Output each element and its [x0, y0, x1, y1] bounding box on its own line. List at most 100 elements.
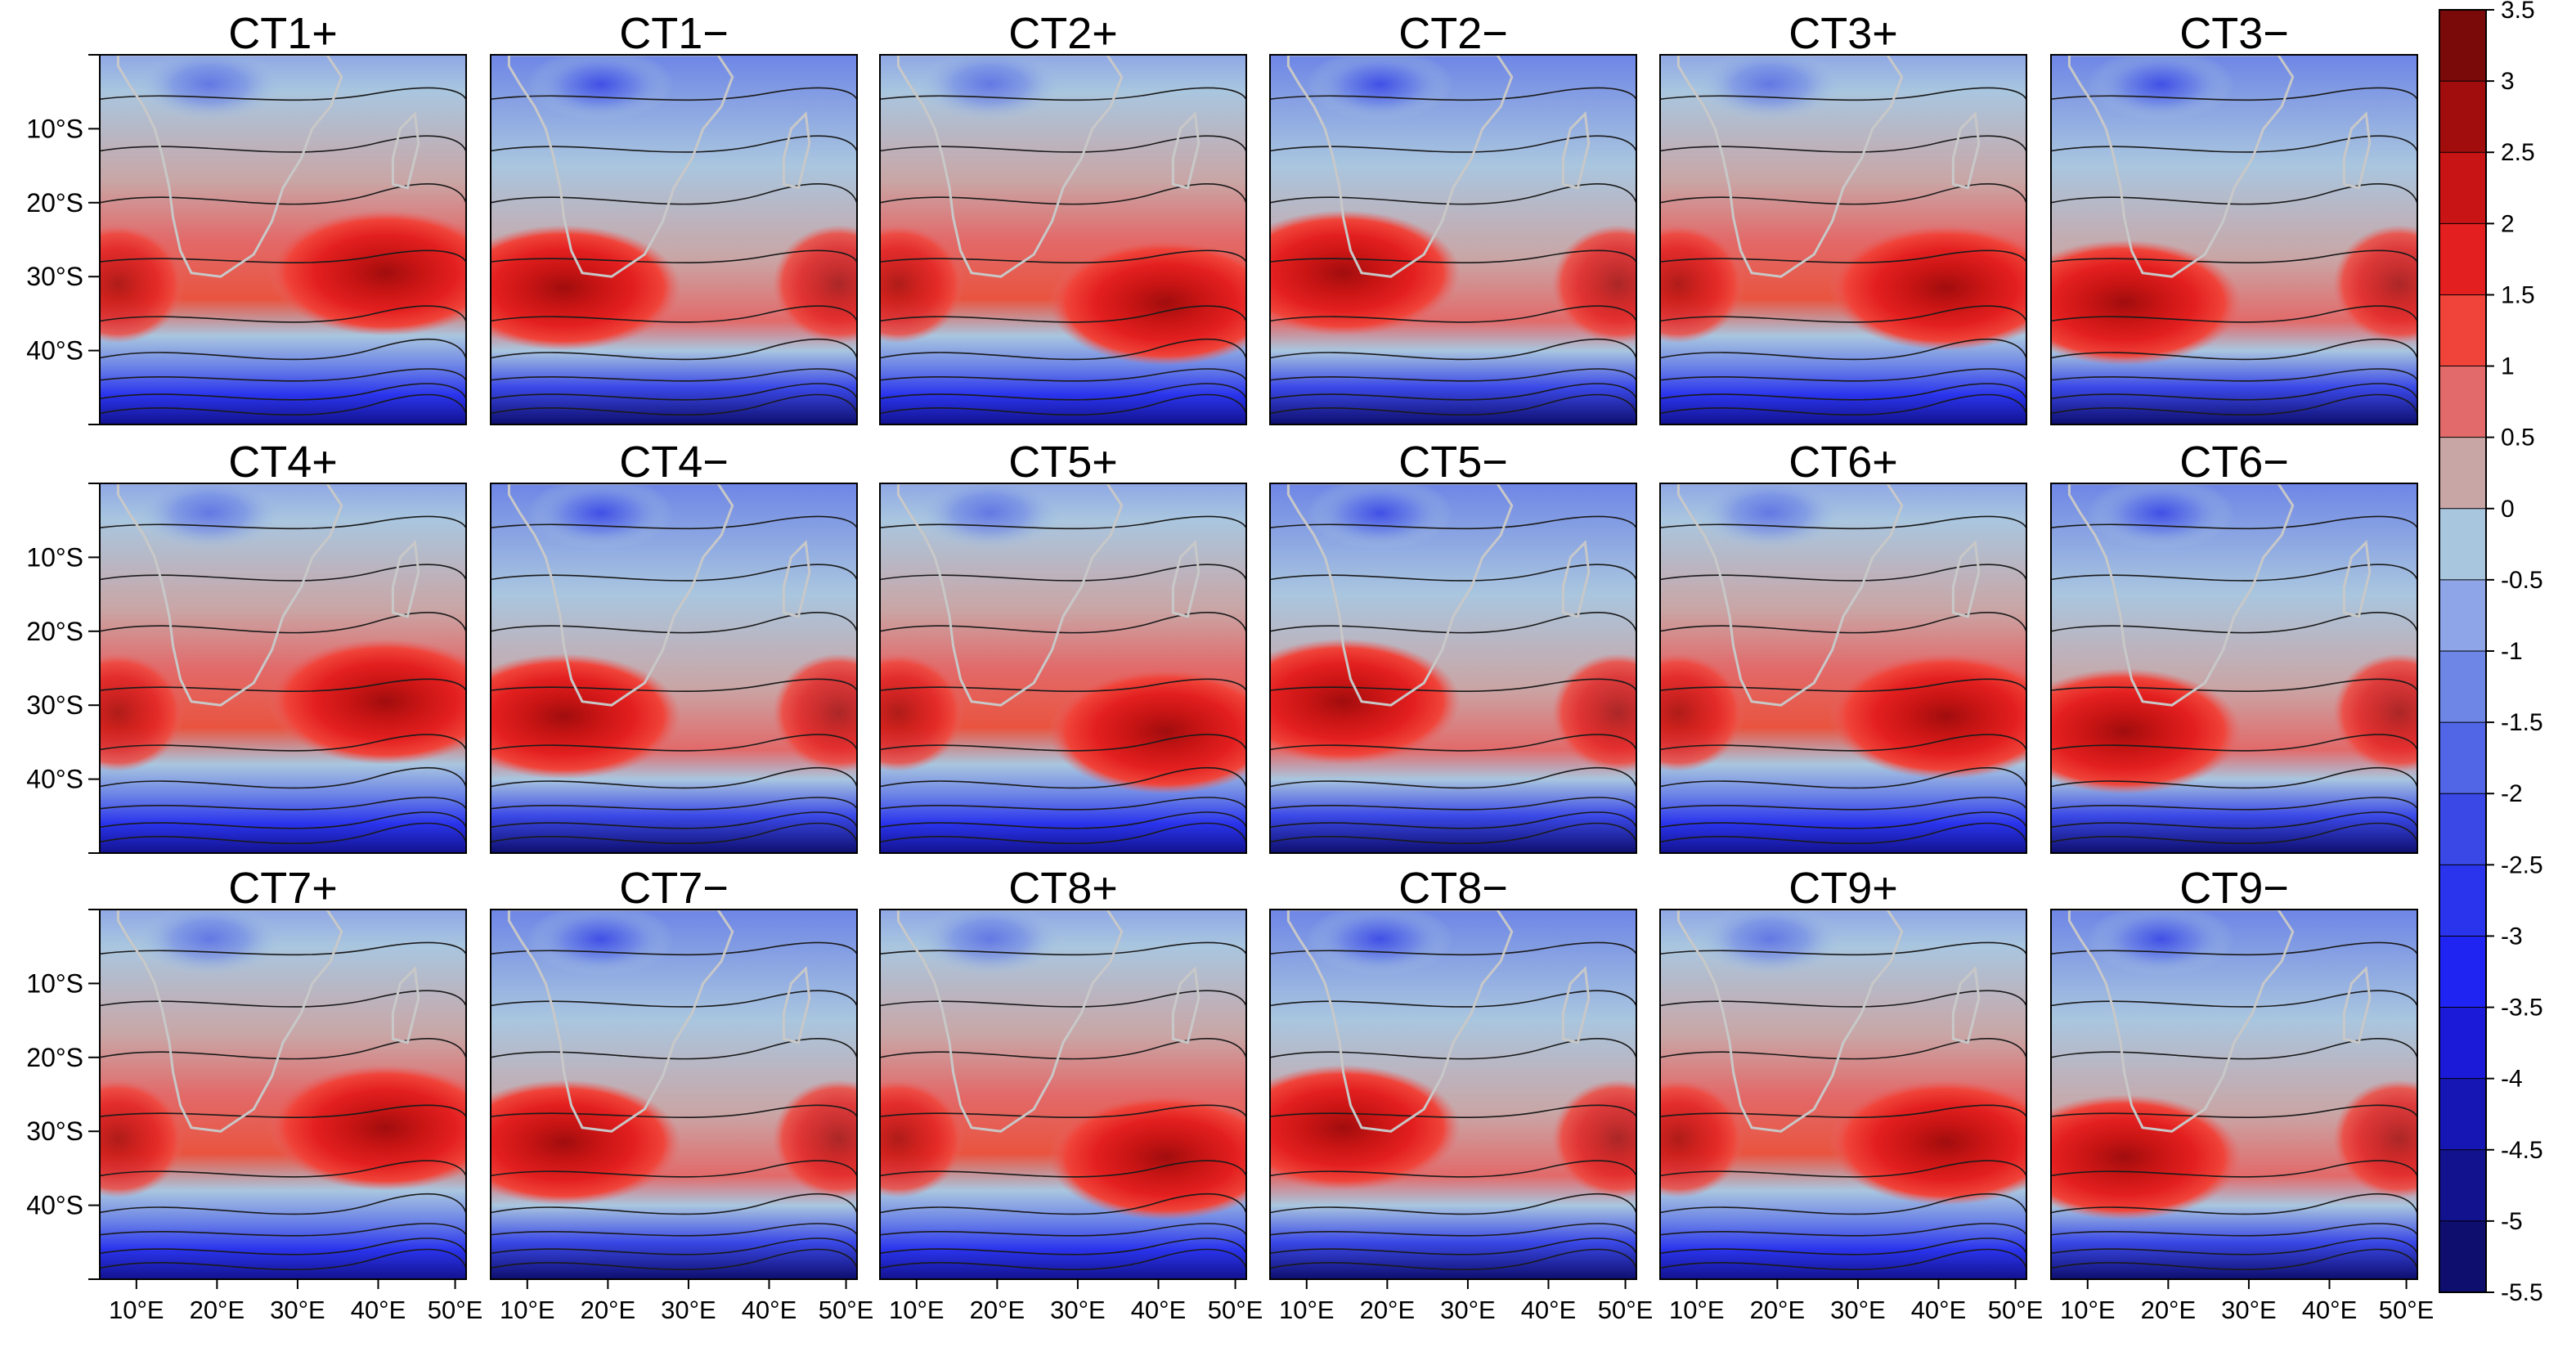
contour-line	[1270, 305, 1636, 323]
negative-anomaly-core	[916, 483, 1063, 550]
lon-label: 10°E	[889, 1296, 945, 1324]
panel-title: CT3+	[1788, 9, 1898, 58]
colorbar-swatch	[2439, 10, 2486, 82]
contour-line	[100, 305, 466, 323]
colorbar-swatch	[2439, 508, 2486, 581]
positive-anomaly-core	[100, 224, 185, 344]
contour-line	[100, 339, 466, 361]
positive-anomaly-core	[772, 1079, 857, 1198]
contour-line	[100, 1193, 466, 1215]
colorbar-swatch	[2439, 793, 2486, 865]
contour-line	[880, 564, 1246, 582]
negative-anomaly-core	[136, 55, 283, 122]
positive-anomaly-core	[1048, 1094, 1246, 1220]
contour-line	[100, 1104, 466, 1118]
colorbar-tick-label: -0.5	[2501, 567, 2543, 594]
contour-line	[2051, 990, 2417, 1008]
panel-title: CT6+	[1788, 438, 1898, 487]
contour-line	[880, 1223, 1246, 1237]
positive-anomaly-core	[268, 209, 466, 336]
panel-title: CT4−	[619, 438, 729, 487]
contour-line	[491, 393, 857, 416]
contour-line	[1270, 1038, 1636, 1060]
positive-anomaly-core	[880, 224, 965, 344]
madagascar-outline	[391, 111, 420, 190]
colorbar-tick-label: -5	[2501, 1208, 2523, 1235]
panels-layer: CT1+ 10°S 20°S 30°S 40°S CT1− CT2+ CT2− CT3+ CT3−…	[26, 9, 2435, 1324]
lon-label: 50°E	[1988, 1296, 2044, 1324]
contour-line	[491, 135, 857, 153]
colorbar-tick-label: 0	[2501, 496, 2515, 523]
contour-line	[880, 305, 1246, 323]
contour-line	[2051, 1104, 2417, 1118]
map-panel: CT1−	[490, 9, 858, 425]
contour-line	[1660, 1237, 2026, 1255]
madagascar-outline	[1561, 111, 1591, 190]
contour-line	[2051, 1223, 2417, 1237]
lon-label: 40°E	[351, 1296, 406, 1324]
positive-anomaly-core	[491, 1079, 681, 1206]
contour-line	[880, 135, 1246, 153]
lon-label: 50°E	[2379, 1296, 2435, 1324]
contour-line	[1270, 1193, 1636, 1215]
contour-line	[100, 564, 466, 582]
panel-frame	[879, 909, 1247, 1280]
colorbar-tick-label: 3.5	[2501, 0, 2535, 24]
negative-anomaly-core	[916, 55, 1063, 122]
contour-line	[491, 515, 857, 530]
coastline	[2067, 910, 2295, 1133]
colorbar-tick-label: 2.5	[2501, 139, 2535, 166]
contour-line	[491, 990, 857, 1008]
coastline	[116, 55, 343, 278]
contour-line	[1270, 368, 1636, 382]
panel-frame	[490, 483, 858, 854]
contour-line	[1660, 1038, 2026, 1060]
contour-line	[880, 990, 1246, 1008]
contour-line	[2051, 339, 2417, 361]
positive-anomaly-core	[2051, 240, 2242, 366]
contour-line	[2051, 678, 2417, 692]
contour-line	[880, 87, 1246, 101]
contour-line	[2051, 305, 2417, 323]
contour-line	[491, 87, 857, 101]
contour-line	[880, 393, 1246, 416]
lon-label: 10°E	[1279, 1296, 1335, 1324]
contour-line	[1660, 797, 2026, 811]
contour-line	[100, 811, 466, 829]
madagascar-outline	[2342, 111, 2372, 190]
contour-line	[100, 515, 466, 530]
contour-line	[880, 734, 1246, 752]
lon-label: 40°E	[1911, 1296, 1967, 1324]
contour-line	[1660, 368, 2026, 382]
madagascar-outline	[391, 966, 420, 1044]
contour-line	[1270, 564, 1636, 582]
contour-line	[880, 339, 1246, 361]
contour-line	[100, 990, 466, 1008]
contour-line	[880, 1104, 1246, 1118]
madagascar-outline	[2342, 966, 2372, 1044]
coastline	[116, 483, 343, 707]
lon-label: 30°E	[2221, 1296, 2277, 1324]
coastline	[2067, 483, 2295, 707]
madagascar-outline	[1951, 111, 1981, 190]
coastline	[1286, 910, 1514, 1133]
panel-frame	[1659, 909, 2027, 1280]
panel-frame	[99, 54, 467, 425]
contour-line	[2051, 1237, 2417, 1255]
contour-line	[1270, 990, 1636, 1008]
positive-anomaly-core	[880, 1079, 965, 1198]
contour-line	[880, 811, 1246, 829]
lat-label: 30°S	[26, 1116, 83, 1146]
lon-label: 20°E	[2141, 1296, 2197, 1324]
lon-label: 10°E	[109, 1296, 164, 1324]
panel-title: CT1−	[619, 9, 729, 58]
contour-line	[2051, 612, 2417, 634]
contour-line	[2051, 1193, 2417, 1215]
madagascar-outline	[1951, 540, 1981, 618]
contour-line	[1660, 183, 2026, 205]
panel-title: CT5−	[1398, 438, 1508, 487]
contour-line	[100, 1038, 466, 1060]
lat-label: 30°S	[26, 262, 83, 291]
contour-line	[2051, 797, 2417, 811]
coastline	[896, 483, 1124, 707]
